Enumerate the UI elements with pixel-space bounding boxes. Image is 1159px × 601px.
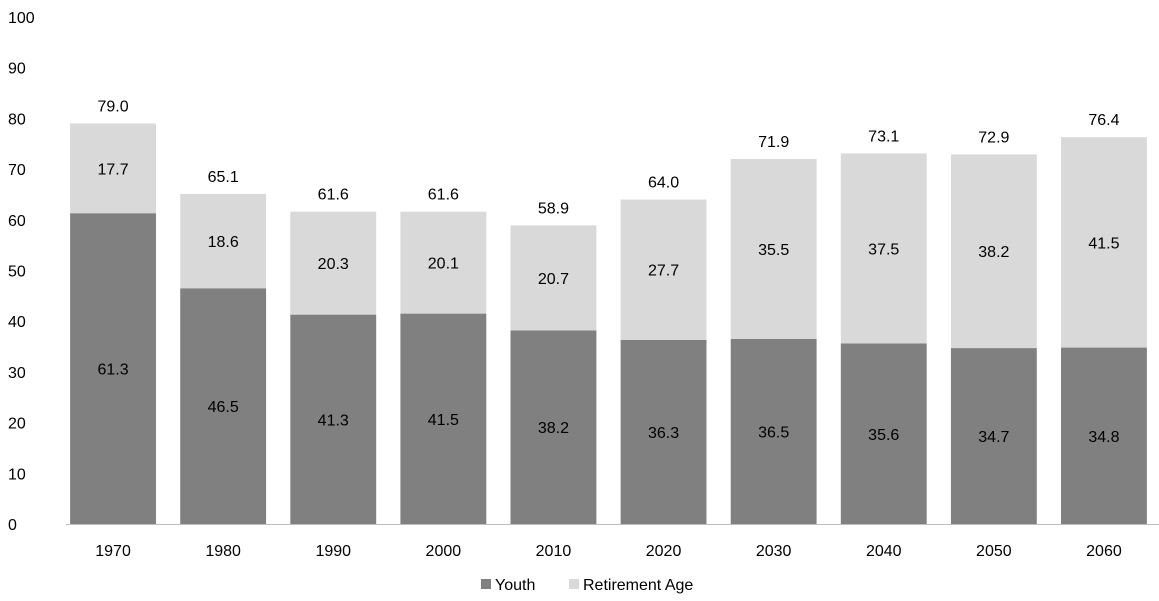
data-label-youth-1980: 46.5 (208, 399, 239, 416)
data-label-retirement-age-1980: 18.6 (208, 234, 239, 251)
y-tick-label-50: 50 (8, 264, 26, 281)
data-label-retirement-age-1970: 17.7 (97, 161, 128, 178)
data-label-retirement-age-2010: 20.7 (538, 271, 569, 288)
bar-youth-1980 (180, 288, 267, 524)
data-label-retirement-age-2050: 38.2 (978, 244, 1009, 261)
x-tick-label-1970: 1970 (95, 543, 131, 560)
legend: Youth Retirement Age (481, 577, 693, 594)
bar-youth-2020 (620, 339, 707, 524)
bar-retirement-age-2020 (620, 199, 707, 340)
bar-retirement-age-2050 (950, 154, 1037, 349)
total-label-2010: 58.9 (538, 200, 569, 217)
data-label-youth-2000: 41.5 (428, 412, 459, 429)
bar-retirement-age-1980 (180, 193, 267, 289)
y-tick-label-80: 80 (8, 111, 26, 128)
bar-youth-2000 (400, 313, 487, 524)
y-tick-label-90: 90 (8, 61, 26, 78)
data-label-youth-2020: 36.3 (648, 425, 679, 442)
total-label-2000: 61.6 (428, 187, 459, 204)
x-tick-label-2050: 2050 (976, 543, 1012, 560)
data-label-retirement-age-2030: 35.5 (758, 242, 789, 259)
data-label-retirement-age-1990: 20.3 (318, 256, 349, 273)
data-label-retirement-age-2060: 41.5 (1088, 235, 1119, 252)
y-tick-label-100: 100 (8, 10, 35, 27)
bar-youth-2040 (840, 343, 927, 524)
bar-youth-1990 (290, 314, 377, 524)
legend-swatch-retirement-age (569, 579, 579, 589)
x-tick-label-2000: 2000 (426, 543, 462, 560)
data-label-retirement-age-2020: 27.7 (648, 263, 679, 280)
y-tick-label-10: 10 (8, 466, 26, 483)
x-axis: 1970 1980 1990 2000 2010 2020 2030 2040 2050 2060 (66, 524, 1159, 560)
data-labels: 61.3 17.7 79.0 46.5 18.6 65.1 41.3 20.3 61.6 41.5… (97, 98, 1119, 446)
y-tick-label-0: 0 (8, 517, 17, 534)
total-label-1970: 79.0 (97, 98, 128, 115)
total-label-2060: 76.4 (1088, 112, 1119, 129)
bar-retirement-age-2060 (1061, 137, 1147, 348)
x-tick-label-2060: 2060 (1086, 543, 1122, 560)
x-tick-label-2010: 2010 (536, 543, 572, 560)
y-tick-label-40: 40 (8, 314, 26, 331)
total-label-1980: 65.1 (208, 169, 239, 186)
x-tick-label-2030: 2030 (756, 543, 792, 560)
bar-retirement-age-2040 (840, 153, 927, 344)
bar-retirement-age-1990 (290, 211, 377, 315)
bar-youth-2050 (950, 348, 1037, 524)
data-label-youth-2010: 38.2 (538, 420, 569, 437)
bar-retirement-age-2010 (510, 225, 597, 331)
total-label-2040: 73.1 (868, 128, 899, 145)
data-label-youth-2040: 35.6 (868, 427, 899, 444)
bar-youth-1970 (70, 213, 156, 525)
bar-retirement-age-1970 (70, 123, 156, 214)
legend-swatch-youth (481, 579, 491, 589)
x-tick-label-2040: 2040 (866, 543, 902, 560)
bar-youth-2010 (510, 330, 597, 524)
data-label-youth-1970: 61.3 (97, 362, 128, 379)
y-tick-label-60: 60 (8, 213, 26, 230)
data-label-retirement-age-2000: 20.1 (428, 256, 459, 273)
y-axis: 0 10 20 30 40 50 60 70 80 90 100 (8, 10, 35, 534)
bars (70, 123, 1147, 525)
x-tick-label-1990: 1990 (315, 543, 351, 560)
legend-label-youth: Youth (495, 577, 535, 594)
data-label-retirement-age-2040: 37.5 (868, 241, 899, 258)
x-tick-label-1980: 1980 (205, 543, 241, 560)
bar-retirement-age-2000 (400, 211, 487, 314)
y-tick-label-70: 70 (8, 162, 26, 179)
x-tick-label-2020: 2020 (646, 543, 682, 560)
total-label-2020: 64.0 (648, 175, 679, 192)
bar-retirement-age-2030 (730, 158, 817, 339)
y-tick-label-20: 20 (8, 416, 26, 433)
data-label-youth-1990: 41.3 (318, 412, 349, 429)
bar-youth-2030 (730, 338, 817, 524)
y-tick-label-30: 30 (8, 365, 26, 382)
bar-youth-2060 (1061, 347, 1147, 524)
data-label-youth-2050: 34.7 (978, 429, 1009, 446)
data-label-youth-2030: 36.5 (758, 424, 789, 441)
total-label-1990: 61.6 (318, 187, 349, 204)
data-label-youth-2060: 34.8 (1088, 429, 1119, 446)
total-label-2030: 71.9 (758, 134, 789, 151)
total-label-2050: 72.9 (978, 129, 1009, 146)
legend-label-retirement-age: Retirement Age (583, 577, 693, 594)
